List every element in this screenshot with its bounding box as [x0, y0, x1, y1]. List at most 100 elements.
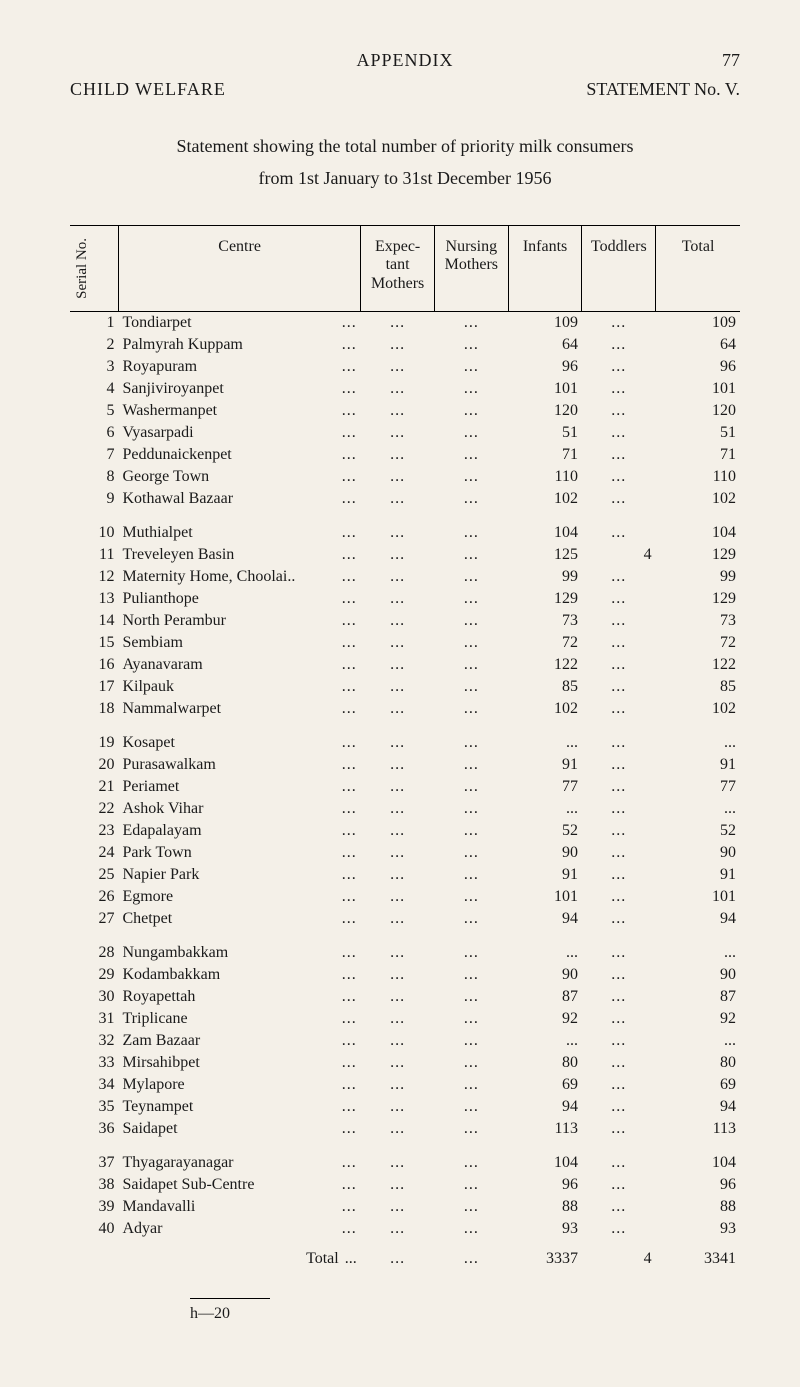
leader-dots: ... — [342, 678, 357, 696]
centre-cell: Napier Park... — [118, 864, 360, 886]
centre-cell: Maternity Home, Choolai..... — [118, 566, 360, 588]
leader-dots: ... — [342, 1154, 357, 1172]
leader-dots: ... — [342, 778, 357, 796]
centre-cell: Teynampet... — [118, 1096, 360, 1118]
centre-name: Mandavalli — [122, 1198, 195, 1216]
leader-dots: ... — [342, 336, 357, 354]
table-row: 18Nammalwarpet.........102...102 — [70, 698, 740, 720]
leader-dots: ... — [342, 568, 357, 586]
leader-dots: ... — [342, 524, 357, 542]
table-row: 22Ashok Vihar.................. — [70, 798, 740, 820]
intro-line-1: Statement showing the total number of pr… — [70, 130, 740, 162]
centre-cell: Palmyrah Kuppam... — [118, 334, 360, 356]
table-row: 27Chetpet.........94...94 — [70, 908, 740, 930]
centre-name: Peddunaickenpet — [122, 446, 231, 464]
table-row: 21Periamet.........77...77 — [70, 776, 740, 798]
centre-name: Saidapet — [122, 1120, 177, 1138]
centre-cell: Kothawal Bazaar... — [118, 488, 360, 510]
leader-dots: ... — [342, 888, 357, 906]
page-number: 77 — [700, 50, 740, 71]
centre-cell: Ashok Vihar... — [118, 798, 360, 820]
table-row: 30Royapettah.........87...87 — [70, 986, 740, 1008]
centre-cell: Ayanavaram... — [118, 654, 360, 676]
table-row: 12Maternity Home, Choolai...........99..… — [70, 566, 740, 588]
table-row: 38Saidapet Sub-Centre.........96...96 — [70, 1174, 740, 1196]
leader-dots: ... — [342, 446, 357, 464]
col-nursing: Nursing Mothers — [434, 225, 508, 311]
table-row: 26Egmore.........101...101 — [70, 886, 740, 908]
centre-cell: Thyagarayanagar... — [118, 1140, 360, 1174]
centre-cell: Washermanpet... — [118, 400, 360, 422]
centre-cell: Vyasarpadi... — [118, 422, 360, 444]
centre-cell: Edapalayam... — [118, 820, 360, 842]
centre-cell: Nungambakkam... — [118, 930, 360, 964]
table-row: 14North Perambur.........73...73 — [70, 610, 740, 632]
intro-block: Statement showing the total number of pr… — [70, 130, 740, 195]
centre-cell: Royapettah... — [118, 986, 360, 1008]
centre-name: Palmyrah Kuppam — [122, 336, 242, 354]
table-row: 13Pulianthope.........129...129 — [70, 588, 740, 610]
centre-name: Muthialpet — [122, 524, 192, 542]
centre-cell: Mandavalli... — [118, 1196, 360, 1218]
centre-cell: Royapuram... — [118, 356, 360, 378]
centre-name: Sembiam — [122, 634, 182, 652]
leader-dots: ... — [342, 944, 357, 962]
footer-signature: h—20 — [190, 1298, 270, 1323]
leader-dots: ... — [342, 988, 357, 1006]
leader-dots: ... — [342, 612, 357, 630]
centre-cell: Nammalwarpet... — [118, 698, 360, 720]
centre-name: Maternity Home, Choolai.. — [122, 568, 295, 586]
table-row: 40Adyar.........93...93 — [70, 1218, 740, 1240]
table-row: 3Royapuram.........96...96 — [70, 356, 740, 378]
centre-name: Mirsahibpet — [122, 1054, 199, 1072]
leader-dots: ... — [342, 424, 357, 442]
total-row: Total.........333743341 — [70, 1240, 740, 1278]
table-header-row: Serial No. Centre Expec- tant Mothers Nu… — [70, 225, 740, 311]
left-title: CHILD WELFARE — [70, 79, 226, 100]
leader-dots: ... — [342, 546, 357, 564]
centre-name: Royapuram — [122, 358, 197, 376]
leader-dots: ... — [342, 656, 357, 674]
centre-cell: Saidapet... — [118, 1118, 360, 1140]
centre-name: Napier Park — [122, 866, 199, 884]
leader-dots: ... — [342, 1198, 357, 1216]
centre-cell: Muthialpet... — [118, 510, 360, 544]
table-row: 23Edapalayam.........52...52 — [70, 820, 740, 842]
leader-dots: ... — [342, 1220, 357, 1238]
leader-dots: ... — [342, 490, 357, 508]
table-row: 4Sanjiviroyanpet.........101...101 — [70, 378, 740, 400]
leader-dots: ... — [342, 634, 357, 652]
centre-name: Saidapet Sub-Centre — [122, 1176, 254, 1194]
centre-name: Chetpet — [122, 910, 172, 928]
centre-name: Purasawalkam — [122, 756, 215, 774]
leader-dots: ... — [342, 1032, 357, 1050]
table-row: 29Kodambakkam.........90...90 — [70, 964, 740, 986]
centre-name: Edapalayam — [122, 822, 201, 840]
table-row: 37Thyagarayanagar.........104...104 — [70, 1140, 740, 1174]
centre-name: Thyagarayanagar — [122, 1154, 233, 1172]
table-row: 9Kothawal Bazaar.........102...102 — [70, 488, 740, 510]
centre-name: Park Town — [122, 844, 191, 862]
header-line-2: CHILD WELFARE STATEMENT No. V. — [70, 79, 740, 100]
centre-cell: Mylapore... — [118, 1074, 360, 1096]
table-row: 31Triplicane.........92...92 — [70, 1008, 740, 1030]
leader-dots: ... — [342, 756, 357, 774]
centre-cell: Sanjiviroyanpet... — [118, 378, 360, 400]
centre-name: Kosapet — [122, 734, 174, 752]
table-row: 36Saidapet.........113...113 — [70, 1118, 740, 1140]
header-line-1: APPENDIX 77 — [70, 50, 740, 71]
centre-name: Triplicane — [122, 1010, 187, 1028]
centre-name: Egmore — [122, 888, 173, 906]
total-label-cell: Total... — [118, 1240, 360, 1278]
leader-dots: ... — [342, 866, 357, 884]
centre-name: Kilpauk — [122, 678, 174, 696]
leader-dots: ... — [342, 1176, 357, 1194]
table-row: 11Treveleyen Basin.........1254129 — [70, 544, 740, 566]
page: APPENDIX 77 CHILD WELFARE STATEMENT No. … — [0, 0, 800, 1363]
centre-name: Ashok Vihar — [122, 800, 203, 818]
centre-name: Washermanpet — [122, 402, 217, 420]
table-row: 33Mirsahibpet.........80...80 — [70, 1052, 740, 1074]
leader-dots: ... — [342, 468, 357, 486]
leader-dots: ... — [342, 1076, 357, 1094]
leader-dots: ... — [342, 734, 357, 752]
